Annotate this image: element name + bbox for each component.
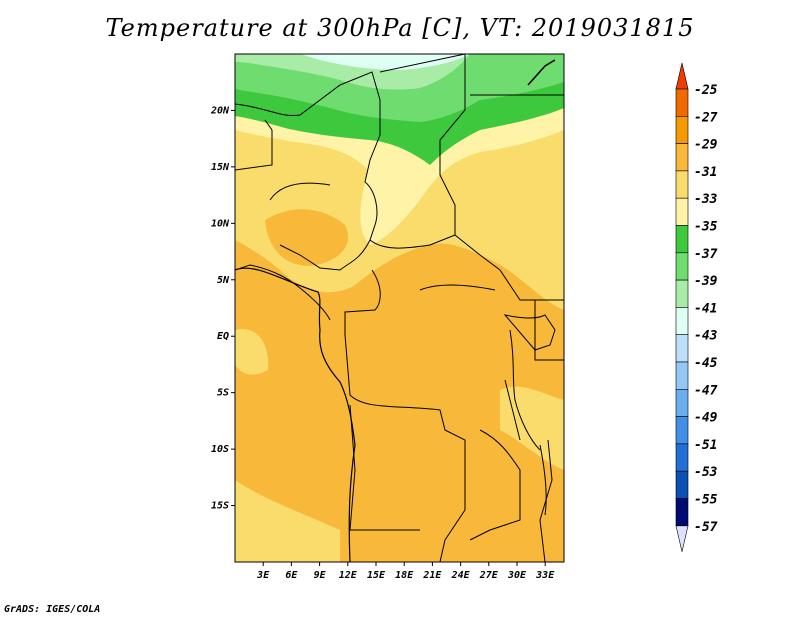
red-sea-coast — [527, 59, 556, 86]
lon-tick-label: 9E — [314, 570, 327, 581]
colorbar-swatch — [675, 388, 689, 417]
colorbar-swatch — [675, 498, 689, 527]
colorbar-swatch — [675, 443, 689, 472]
lon-tick-label: 3E — [256, 570, 270, 581]
colorbar-bottom-arrow — [675, 525, 689, 552]
lake-tanganyika — [504, 379, 521, 441]
colorbar-top-arrow — [675, 62, 689, 90]
colorbar-label: -43 — [694, 329, 718, 344]
lon-tick-label: 33E — [535, 570, 555, 581]
field-band-31-east — [500, 386, 564, 470]
colorbar-swatch — [675, 197, 689, 226]
colorbar-label: -47 — [694, 383, 718, 398]
lon-tick-label: 18E — [395, 570, 414, 581]
colorbar-label: -53 — [694, 465, 718, 480]
grads-credit: GrADS: IGES/COLA — [4, 604, 101, 615]
lon-tick-label: 12E — [339, 570, 358, 581]
lat-tick-label: 5N — [217, 275, 230, 286]
lon-tick-label: 27E — [479, 570, 499, 581]
colorbar-swatch — [675, 252, 689, 281]
temperature-field — [235, 54, 564, 562]
lat-tick-label: 15S — [211, 501, 229, 512]
colorbar-label: -25 — [694, 83, 718, 98]
lat-tick-label: 15N — [211, 162, 230, 173]
lon-tick-label: 30E — [507, 570, 527, 581]
lat-tick-label: 20N — [210, 105, 230, 116]
lon-tick-label: 6E — [285, 570, 298, 581]
lon-tick-label: 24E — [451, 570, 471, 581]
colorbar-label: -33 — [694, 192, 718, 207]
colorbar-swatch — [675, 470, 689, 499]
colorbar-swatch — [675, 143, 689, 172]
colorbar-label: -37 — [694, 247, 718, 262]
lake-victoria — [503, 314, 556, 351]
country-borders — [235, 54, 564, 562]
latitude-axis: 20N 15N 10N 5N EQ 5S 10S 15S — [210, 105, 235, 512]
colorbar-label: -55 — [694, 493, 718, 508]
colorbar-label: -51 — [694, 438, 717, 453]
colorbar-swatch — [675, 279, 689, 308]
colorbar-swatch — [675, 88, 689, 117]
colorbar-swatch — [675, 416, 689, 445]
colorbar: -25 -27 -29 -31 -33 -35 -37 -39 -41 -43 -45 -47 -49 -… — [675, 62, 718, 552]
lat-tick-label: 5S — [217, 388, 229, 399]
field-band-29-west — [265, 209, 349, 266]
map-frame — [234, 53, 565, 563]
chart-title: Temperature at 300hPa [C], VT: 201903181… — [105, 14, 695, 42]
lon-tick-label: 21E — [422, 570, 442, 581]
colorbar-label: -41 — [694, 301, 717, 316]
colorbar-swatch — [675, 334, 689, 363]
colorbar-swatch — [675, 361, 689, 390]
colorbar-label: -35 — [694, 220, 718, 235]
colorbar-label: -29 — [694, 138, 718, 153]
field-band-29-central — [380, 252, 474, 291]
colorbar-label: -45 — [694, 356, 718, 371]
colorbar-label: -31 — [694, 165, 717, 180]
colorbar-swatch — [675, 116, 689, 144]
colorbar-label: -49 — [694, 411, 718, 426]
colorbar-label: -57 — [694, 520, 718, 535]
colorbar-swatch — [675, 225, 689, 254]
colorbar-label: -39 — [694, 274, 718, 289]
field-band-31-southwest — [235, 480, 340, 562]
lat-tick-label: 10S — [211, 444, 229, 455]
colorbar-label: -27 — [694, 110, 718, 125]
colorbar-swatch — [675, 170, 689, 199]
lat-tick-label: EQ — [217, 331, 229, 342]
lat-tick-label: 10N — [211, 218, 230, 229]
lake-malawi — [539, 444, 547, 516]
field-band-41 — [300, 54, 470, 70]
field-band-31-coast — [235, 329, 269, 375]
longitude-axis: 3E 6E 9E 12E 15E 18E 21E 24E 27E 30E 33E — [256, 562, 555, 581]
lon-tick-label: 15E — [367, 570, 386, 581]
colorbar-swatch — [675, 307, 689, 335]
coastline — [235, 267, 356, 562]
